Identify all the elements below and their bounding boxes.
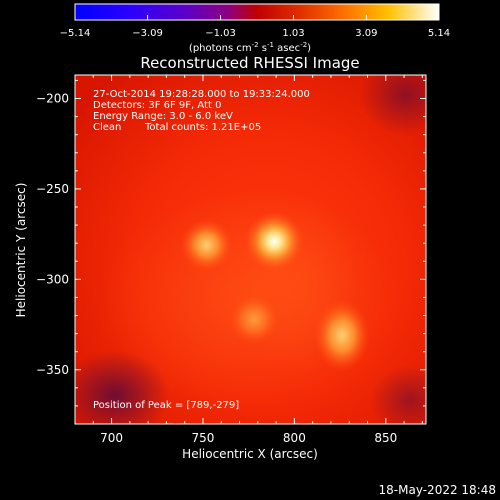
colorbar-tick-label: −3.09 — [132, 28, 163, 39]
colorbar-unit-label: (photons cm-2 s-1 asec-2) — [189, 41, 311, 54]
colorbar — [75, 4, 439, 20]
annotation-peak-position: Position of Peak = [789,-279] — [93, 400, 239, 411]
colorbar-tick-label: 3.09 — [355, 28, 377, 39]
colorbar-tick-label: 1.03 — [282, 28, 304, 39]
emission-source — [180, 218, 233, 271]
colorbar-frame — [74, 3, 440, 21]
x-tick-label: 800 — [283, 431, 306, 445]
x-tick-label: 850 — [374, 431, 397, 445]
emission-source — [229, 294, 280, 345]
annotation-time-range: 27-Oct-2014 19:28:28.000 to 19:33:24.000 — [93, 89, 310, 100]
footer-timestamp: 18-May-2022 18:48 — [379, 483, 496, 497]
colorbar-tick-label: −1.03 — [205, 28, 236, 39]
x-tick-label: 700 — [100, 431, 123, 445]
annotation-detectors: Detectors: 3F 6F 9F, Att 0 — [93, 100, 221, 111]
emission-source — [313, 299, 370, 372]
x-tick-label: 750 — [192, 431, 215, 445]
emission-source — [244, 211, 305, 272]
annotation-total-counts: Total counts: 1.21E+05 — [144, 122, 261, 133]
y-tick-label: −350 — [36, 363, 69, 377]
x-axis-label: Heliocentric X (arcsec) — [182, 447, 318, 461]
annotation-method: Clean — [93, 122, 121, 133]
heatmap-image — [75, 75, 426, 424]
colorbar-ticks: −5.14 −3.09 −1.03 1.03 3.09 5.14 — [60, 15, 450, 39]
plot-frame — [74, 74, 427, 425]
y-axis-ticks: −200 −250 −300 −350 — [36, 79, 426, 425]
chart-title: Reconstructed RHESSI Image — [140, 54, 359, 72]
y-axis-label: Heliocentric Y (arcsec) — [14, 183, 28, 318]
colorbar-tick-label: −5.14 — [60, 28, 91, 39]
annotation-energy-range: Energy Range: 3.0 - 6.0 keV — [93, 111, 233, 122]
y-tick-label: −300 — [36, 272, 69, 286]
y-tick-label: −200 — [36, 92, 69, 106]
y-tick-label: −250 — [36, 182, 69, 196]
colorbar-tick-label: 5.14 — [428, 28, 450, 39]
x-axis-ticks: 700 750 800 850 — [74, 75, 423, 445]
